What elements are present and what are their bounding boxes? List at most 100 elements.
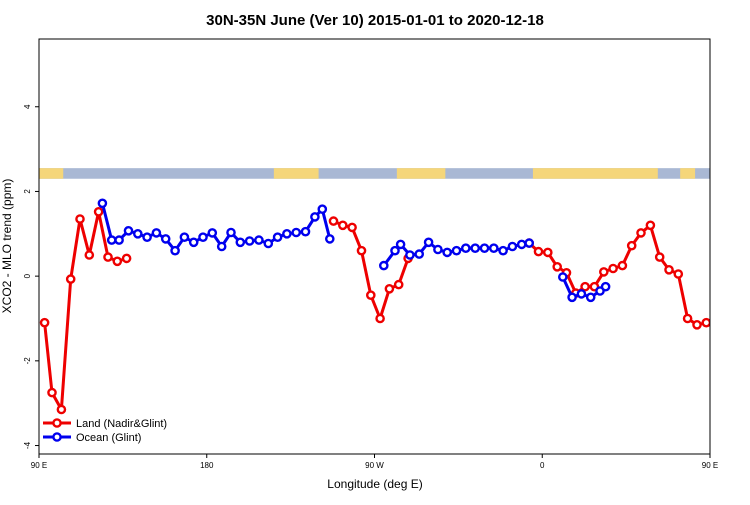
y-axis-title: XCO2 - MLO trend (ppm) [0,179,14,314]
y-tick-label: -2 [23,357,32,365]
ocean-data-point [423,237,434,248]
ocean-data-point [291,227,302,238]
ocean-data-point [142,232,152,242]
ocean-data-point [442,247,453,258]
legend-label: Ocean (Glint) [76,432,141,444]
land-data-point [664,264,674,275]
land-data-point [552,261,563,272]
ocean-data-point [324,234,335,244]
land-data-point [56,404,67,415]
x-tick-label: 180 [200,461,214,470]
land-data-point [673,269,684,279]
ocean-data-point [433,244,443,255]
land-band-segment [680,168,696,179]
ocean-data-point [300,226,311,237]
plot-frame [38,38,711,455]
chart-title: 30N-35N June (Ver 10) 2015-01-01 to 2020… [206,12,544,29]
ocean-data-point [97,198,108,209]
ocean-data-point [216,241,227,252]
legend-marker [52,432,62,442]
ocean-data-point [558,272,568,282]
land-data-point [39,317,50,328]
land-data-point [654,252,665,262]
ocean-data-point [160,234,171,244]
y-axis: -4 -2 0 2 4 [23,104,39,449]
legend: Land (Nadir&Glint) Ocean (Glint) [43,418,167,444]
land-data-point [636,228,646,238]
land-band-segment [273,168,319,179]
series-layer [39,198,745,415]
y-tick-label: 2 [23,189,32,194]
land-data-point [121,253,132,264]
ocean-data-point [310,212,320,222]
land-series-line [43,210,128,411]
x-axis-title: Longitude (deg E) [327,477,422,491]
x-tick-label: 90 W [365,461,384,470]
ocean-data-point [524,238,535,248]
land-data-point [738,276,745,283]
legend-label: Land (Nadir&Glint) [76,418,167,430]
ocean-data-point [479,243,490,253]
ocean-data-point [395,239,406,250]
ocean-data-point [585,292,596,303]
land-data-point [599,267,609,277]
ocean-data-point [576,289,587,299]
ocean-data-point [179,232,190,242]
x-axis: 90 E 180 90 W 0 90 E [31,454,718,470]
ocean-data-point [254,235,264,245]
land-data-point [617,260,628,271]
land-data-point [543,247,553,258]
land-data-point [356,245,367,256]
legend-marker [52,418,62,428]
land-data-point [682,313,693,324]
ocean-series [97,198,611,303]
landmask-band [39,168,710,179]
land-data-point [375,313,385,324]
y-tick-label: -4 [23,441,32,449]
ocean-data-point [390,245,400,256]
land-band-segment [39,168,64,179]
ocean-data-point [226,227,236,238]
ocean-data-point [488,243,499,253]
ocean-data-point [567,292,577,303]
ocean-data-point [498,245,508,256]
ocean-data-point [414,249,425,259]
ocean-data-point [198,232,208,242]
ocean-data-point [132,228,143,239]
x-tick-label: 90 E [31,461,47,470]
y-tick-label: 4 [23,104,32,109]
ocean-data-point [244,236,255,246]
land-series-line [528,223,710,327]
land-band-segment [532,168,658,179]
land-data-point [701,317,710,328]
land-data-point [393,279,404,290]
ocean-data-point [516,239,527,250]
x-tick-label: 0 [540,461,545,470]
land-data-point [112,256,123,267]
land-data-point [384,283,395,294]
land-series-line [332,219,410,320]
ocean-band [39,168,710,179]
land-data-point [103,252,113,262]
land-data-point [608,263,618,274]
land-data-point [645,220,656,231]
ocean-data-point [170,245,180,256]
ocean-data-point [451,245,462,256]
ocean-data-point [207,228,218,238]
ocean-data-point [282,228,292,239]
land-data-point [719,389,726,396]
ocean-data-point [272,232,283,242]
x-tick-label: 90 E [702,461,718,470]
land-data-point [692,319,702,330]
land-data-point [75,214,85,224]
land-data-point [712,319,719,326]
land-data-point [47,387,57,398]
land-data-point [533,246,544,257]
land-data-point [84,250,95,260]
land-data-point [626,240,637,251]
land-band-segment [396,168,446,179]
legend-item-land: Land (Nadir&Glint) [43,418,167,430]
land-data-point [729,406,736,413]
